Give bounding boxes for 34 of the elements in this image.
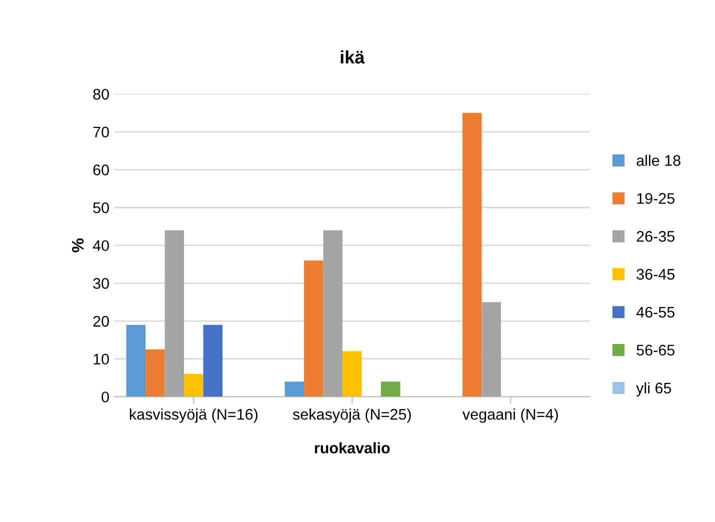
bar <box>284 382 304 397</box>
x-axis-title: ruokavalio <box>314 442 390 454</box>
bar <box>164 230 184 397</box>
bar <box>203 324 223 397</box>
x-tick-label: sekasyöjä (N=25) <box>292 408 411 423</box>
legend-label: 26-35 <box>636 230 674 242</box>
legend-label: 56-65 <box>636 344 674 356</box>
legend-label: 19-25 <box>637 193 674 204</box>
y-tick-label: 40 <box>92 240 109 252</box>
x-tick-label: kasvissyöjä (N=16) <box>130 408 258 423</box>
legend-label: yli 65 <box>636 382 672 397</box>
legend-label: alle 18 <box>636 154 680 166</box>
bar <box>146 349 165 397</box>
y-tick-label: 60 <box>93 164 109 176</box>
bar <box>482 302 502 397</box>
bar <box>304 260 324 397</box>
x-tick-label: vegaani (N=4) <box>462 408 558 423</box>
y-tick-label: 0 <box>102 392 109 402</box>
y-tick-label: 70 <box>93 126 109 138</box>
y-tick-label: 10 <box>94 354 109 365</box>
legend-label: 36-45 <box>636 268 674 280</box>
y-tick-label: 80 <box>93 88 109 100</box>
y-tick-label: 20 <box>93 316 109 327</box>
bar <box>184 374 204 397</box>
bar <box>462 112 482 397</box>
y-axis-title: % <box>72 238 84 252</box>
bar <box>323 230 343 397</box>
y-tick-label: 50 <box>93 202 109 214</box>
bar <box>342 351 362 397</box>
bar <box>381 382 400 397</box>
bar <box>126 324 146 397</box>
chart-title: ikä <box>340 50 365 64</box>
legend-label: 46-55 <box>636 306 674 318</box>
y-tick-label: 30 <box>93 278 109 289</box>
